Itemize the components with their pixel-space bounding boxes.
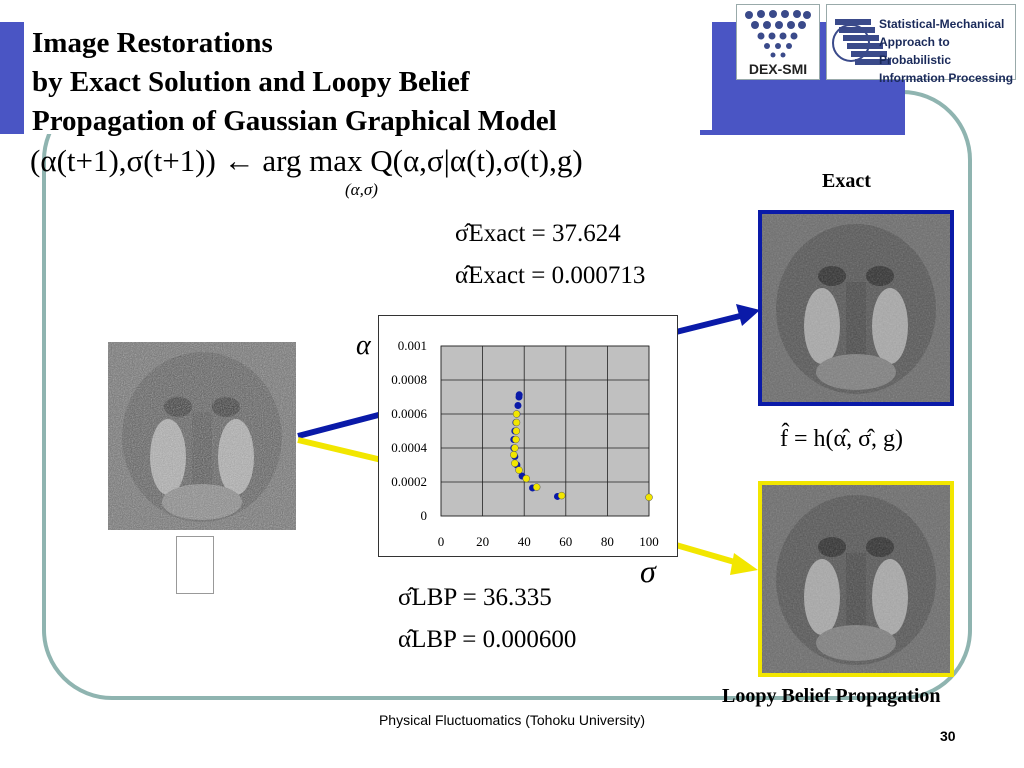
title-background (24, 22, 712, 134)
lbp-data-point (512, 410, 521, 418)
yellow-arrow-right-shaft (675, 542, 739, 566)
alpha-sigma-chart: 0 20 40 60 80 100 0 0.0002 0.0004 0.0006 0.0008 0.0… (391, 338, 659, 549)
lbp-data-point (512, 435, 520, 444)
plot-area (440, 345, 650, 517)
dex-smi-logo: DEX-SMI (736, 4, 820, 80)
thumbnail-document (176, 536, 214, 594)
y-tick-label: 0.0004 (391, 440, 427, 455)
title-line-1: Image Restorations (32, 27, 273, 59)
dex-smi-logo-graphic (745, 10, 811, 58)
footer-org: Physical Fluctuomatics (Tohoku Universit… (378, 712, 646, 728)
page-number: 30 (940, 728, 956, 744)
blue-arrow-right-shaft (675, 313, 741, 335)
yellow-arrow-head (730, 553, 758, 575)
degraded-image (108, 342, 296, 530)
y-tick-label: 0.0002 (391, 474, 427, 489)
sigma-lbp: σ̂LBP = 36.335 (398, 584, 552, 611)
lbp-data-point (511, 459, 519, 468)
smapip-line-2: Approach to Probabilistic (879, 35, 952, 67)
yellow-arrow-left (297, 437, 391, 465)
smapip-line-1: Statistical-Mechanical (879, 17, 1005, 31)
lbp-data-point (645, 493, 653, 502)
exact-data-point (515, 391, 523, 399)
y-tick-label: 0.0006 (391, 406, 427, 421)
lbp-data-point (510, 451, 518, 459)
degraded-baboon-image (108, 342, 296, 530)
x-tick-label: 40 (518, 534, 531, 549)
lbp-result-image (758, 481, 954, 677)
lbp-data-point (512, 427, 521, 435)
slide-title: Image Restorations by Exact Solution and … (32, 24, 557, 141)
lbp-baboon-image (762, 485, 950, 673)
chart-box: 0 20 40 60 80 100 0 0.0002 0.0004 0.0006 0.0008 0.0… (378, 315, 678, 557)
x-tick-label: 0 (438, 534, 445, 549)
smapip-logo-graphic (832, 19, 891, 65)
smapip-logo: Statistical-Mechanical Approach to Proba… (826, 4, 1016, 85)
x-tick-label: 20 (476, 534, 489, 549)
estimate-formula: f̂ = h(α̂, σ̂, g) (780, 426, 904, 452)
sigma-exact: σ̂Exact = 37.624 (455, 220, 621, 247)
alpha-lbp: α̂LBP = 0.000600 (398, 626, 577, 653)
y-tick-label: 0.001 (398, 338, 427, 353)
lbp-data-point (512, 418, 521, 427)
lbp-label: Loopy Belief Propagation (722, 685, 941, 707)
smapip-line-3: Information Processing (879, 71, 1014, 85)
x-tick-label: 80 (601, 534, 614, 549)
exact-data-point (514, 402, 522, 409)
y-tick-label: 0.0008 (391, 372, 427, 387)
x-tick-label: 60 (559, 534, 572, 549)
sigma-axis-label: σ (640, 553, 656, 589)
x-tick-label: 100 (639, 534, 659, 549)
blue-arrow-head (736, 304, 760, 326)
alpha-exact: α̂Exact = 0.000713 (455, 262, 646, 289)
exact-label: Exact (822, 170, 871, 192)
title-line-2: by Exact Solution and Loopy Belief (32, 66, 470, 98)
exact-result-image (758, 210, 954, 406)
update-equation-subscript: (α,σ) (345, 180, 378, 199)
lbp-data-point (515, 466, 523, 474)
y-tick-label: 0 (421, 508, 428, 523)
dex-smi-text: DEX-SMI (748, 61, 808, 77)
update-equation: (α(t+1),σ(t+1)) ← arg max Q(α,σ|α(t),σ(t… (30, 143, 583, 178)
lbp-data-point (511, 444, 519, 452)
blue-arrow-left (297, 409, 391, 439)
exact-baboon-image (762, 214, 950, 402)
lbp-data-point (532, 483, 541, 491)
title-line-3: Propagation of Gaussian Graphical Model (32, 105, 557, 137)
lbp-data-point (522, 474, 531, 483)
lbp-data-point (557, 491, 566, 500)
title-underline (700, 130, 905, 135)
alpha-axis-label: α (356, 330, 371, 361)
